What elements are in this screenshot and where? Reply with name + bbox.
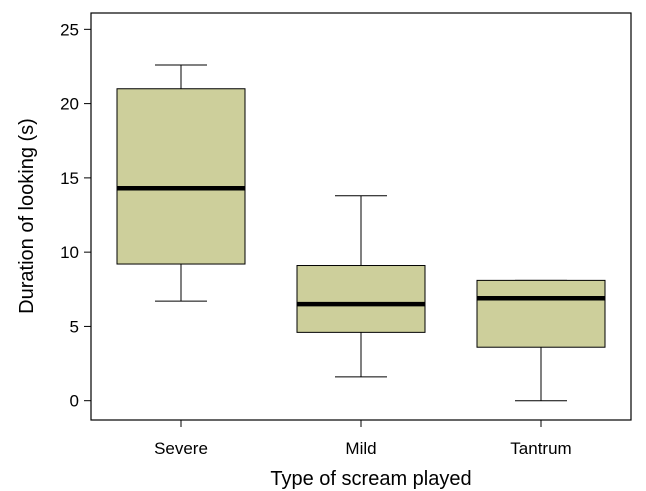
- iqr-box: [476, 279, 606, 348]
- y-tick-label: 5: [70, 317, 79, 336]
- y-tick-label: 0: [70, 392, 79, 411]
- y-tick-label: 15: [60, 169, 79, 188]
- y-tick-label: 20: [60, 95, 79, 114]
- iqr-box: [296, 265, 426, 333]
- y-axis: 0 5 10 15 20 25: [60, 20, 91, 411]
- y-tick-label: 10: [60, 243, 79, 262]
- x-tick-label: Mild: [345, 439, 376, 458]
- x-tick-label: Tantrum: [510, 439, 571, 458]
- y-axis-title: Duration of looking (s): [16, 118, 38, 314]
- iqr-box: [116, 88, 246, 265]
- box-severe: [116, 64, 246, 302]
- box-tantrum: [476, 279, 606, 402]
- y-tick-label: 25: [60, 20, 79, 39]
- box-mild: [296, 195, 426, 378]
- x-axis-title: Type of scream played: [270, 468, 471, 490]
- boxes: [116, 64, 606, 402]
- x-axis: Severe Mild Tantrum: [154, 420, 572, 458]
- x-tick-label: Severe: [154, 439, 208, 458]
